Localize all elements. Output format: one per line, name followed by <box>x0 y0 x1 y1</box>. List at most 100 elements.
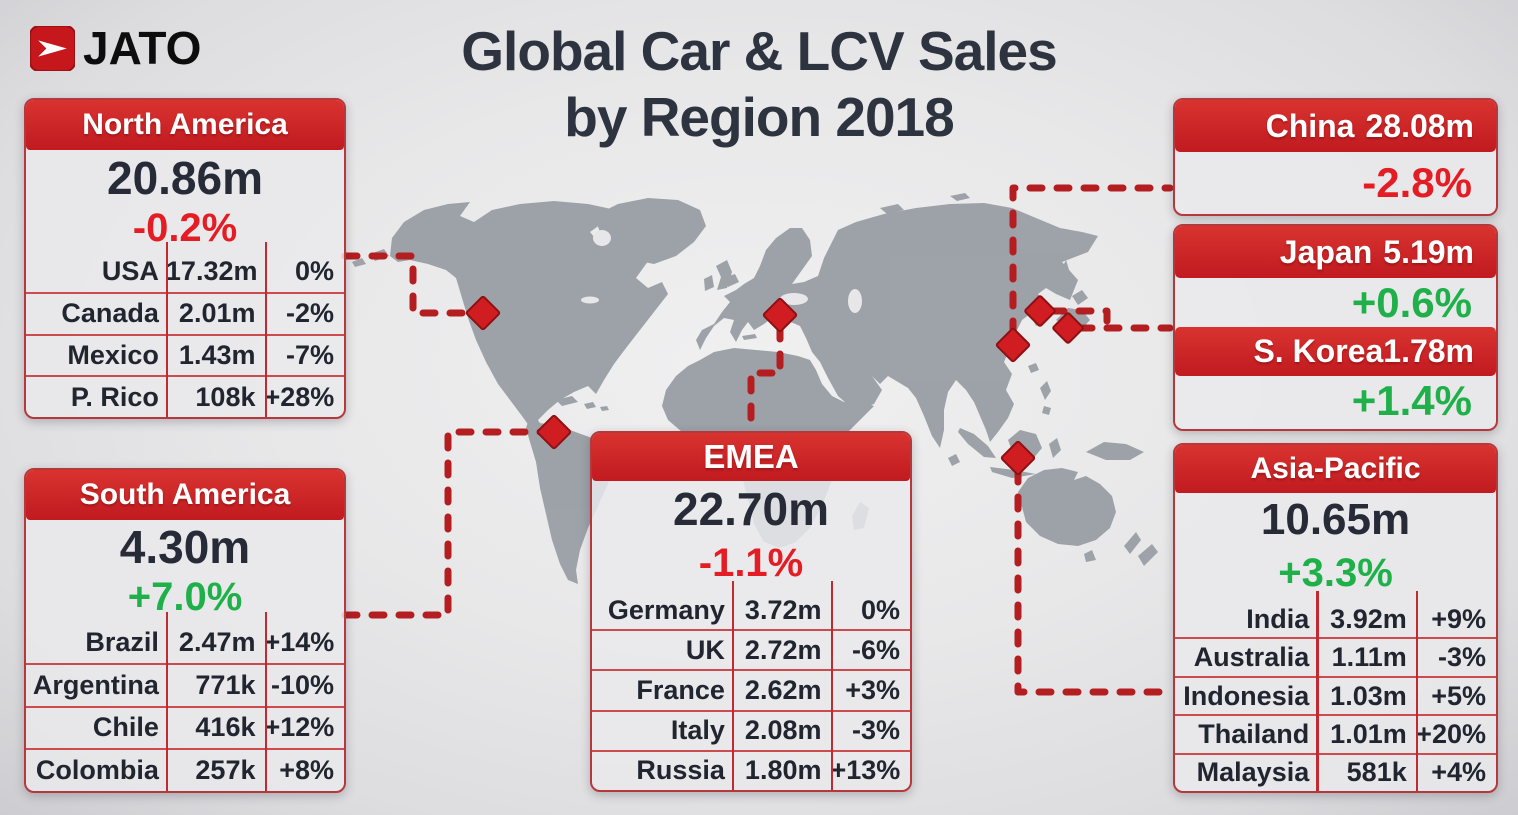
country-value: 3.72m <box>744 594 822 625</box>
region-change: +3.3% <box>1278 550 1393 595</box>
country-change: +14% <box>264 626 335 657</box>
region-name: Japan <box>1279 233 1373 270</box>
table-row: France 2.62m +3% <box>592 669 910 709</box>
country-table: USA 17.32m 0% Canada 2.01m -2% Mexico 1.… <box>26 242 344 417</box>
country-label: Mexico <box>67 339 159 370</box>
country-value: 1.43m <box>178 339 256 370</box>
table-row: India 3.92m +9% <box>1175 601 1496 637</box>
country-value: 1.01m <box>1330 718 1407 749</box>
country-change: -6% <box>851 634 900 665</box>
country-change: +28% <box>264 381 335 412</box>
panel-japan-skorea: Japan 5.19m +0.6% S. Korea 1.78m +1.4% <box>1173 224 1498 431</box>
country-label: Indonesia <box>1183 680 1310 711</box>
marker-emea-diamond <box>762 297 798 333</box>
region-total: 20.86m <box>106 152 263 204</box>
country-change: +3% <box>845 675 900 705</box>
table-row: Mexico 1.43m -7% <box>26 333 344 376</box>
column-divider <box>830 581 833 790</box>
panel-south-america: South America 4.30m +7.0% Brazil 2.47m +… <box>24 468 346 793</box>
title-line-1: Global Car & LCV Sales <box>461 20 1057 82</box>
country-value: 2.08m <box>744 715 822 746</box>
country-table: Brazil 2.47m +14% Argentina 771k -10% Ch… <box>26 612 344 791</box>
panel-header: EMEA <box>592 433 910 481</box>
country-change: -2% <box>285 298 334 329</box>
connector-south-america <box>341 428 546 619</box>
region-change-japan: +0.6% <box>1351 278 1472 326</box>
country-label: India <box>1246 603 1310 634</box>
country-label: P. Rico <box>70 381 159 412</box>
region-name: S. Korea <box>1253 333 1384 369</box>
title-line-2: by Region 2018 <box>564 86 954 148</box>
country-label: Australia <box>1193 642 1310 673</box>
connector-s-korea <box>1048 307 1111 325</box>
column-divider <box>731 581 735 790</box>
country-value: 771k <box>195 669 256 700</box>
country-change: -3% <box>1437 642 1486 673</box>
country-table: Germany 3.72m 0% UK 2.72m -6% France 2.6… <box>592 581 910 790</box>
region-total: 5.19m <box>1383 233 1474 270</box>
region-total: 4.30m <box>119 521 251 573</box>
inland-seas <box>581 230 862 313</box>
panel-header-japan: Japan 5.19m <box>1175 226 1496 278</box>
jato-logo-text: JATO <box>83 22 202 74</box>
panel-header-s-korea: S. Korea 1.78m <box>1175 327 1496 376</box>
country-change: +8% <box>279 755 334 786</box>
country-value: 1.03m <box>1330 680 1407 711</box>
jato-logo: JATO <box>30 22 202 74</box>
table-row: Brazil 2.47m +14% <box>26 622 344 663</box>
country-value: 2.47m <box>178 626 256 657</box>
country-value: 416k <box>195 712 256 743</box>
table-row: P. Rico 108k +28% <box>26 375 344 417</box>
country-value: 257k <box>195 755 256 786</box>
country-change: +5% <box>1431 680 1486 711</box>
table-row: Australia 1.11m -3% <box>1175 637 1496 675</box>
country-value: 1.11m <box>1331 642 1407 673</box>
connector-emea <box>747 323 784 433</box>
country-value: 1.80m <box>744 755 822 786</box>
table-row: Malaysia 581k +4% <box>1175 752 1496 791</box>
region-total: 22.70m <box>672 483 829 535</box>
marker-china-diamond <box>995 327 1031 363</box>
region-change: +7.0% <box>127 574 243 619</box>
country-label: UK <box>685 634 725 665</box>
panel-china: China 28.08m -2.8% <box>1173 98 1498 216</box>
country-value: 17.32m <box>165 256 258 287</box>
panel-asia-pacific: Asia-Pacific 10.65m +3.3% India 3.92m +9… <box>1173 443 1498 793</box>
column-divider <box>264 242 267 417</box>
country-value: 108k <box>195 381 256 412</box>
connector-china <box>1009 184 1174 337</box>
panel-header: Asia-Pacific <box>1175 445 1496 493</box>
table-row: Colombia 257k +8% <box>26 748 344 791</box>
connector-north-america <box>341 252 475 317</box>
column-divider <box>1316 591 1319 791</box>
country-change: -3% <box>851 715 900 746</box>
country-label: Malaysia <box>1196 757 1310 788</box>
panel-header: China 28.08m <box>1175 100 1496 152</box>
region-name: China <box>1265 107 1355 144</box>
region-change: -2.8% <box>1362 159 1472 206</box>
country-label: Canada <box>61 298 159 329</box>
country-label: France <box>636 675 725 705</box>
panel-header: North America <box>26 100 344 150</box>
table-row: Chile 416k +12% <box>26 705 344 749</box>
marker-asia-pacific-diamond <box>1000 440 1036 476</box>
country-change: 0% <box>860 594 900 625</box>
country-change: 0% <box>294 256 334 287</box>
country-label: USA <box>101 256 159 287</box>
country-change: -7% <box>285 339 334 370</box>
country-change: +4% <box>1431 757 1486 788</box>
column-divider <box>165 612 169 791</box>
country-value: 2.62m <box>744 675 822 705</box>
table-row: Canada 2.01m -2% <box>26 291 344 334</box>
country-label: Colombia <box>35 755 159 786</box>
marker-s-korea-diamond <box>1024 295 1056 327</box>
country-label: Germany <box>607 594 725 625</box>
panel-emea: EMEA 22.70m -1.1% Germany 3.72m 0% UK 2.… <box>590 431 912 792</box>
country-label: Chile <box>92 712 159 743</box>
marker-south-america-diamond <box>536 414 572 450</box>
table-row: Thailand 1.01m +20% <box>1175 714 1496 752</box>
region-change: -1.1% <box>698 540 804 585</box>
connector-asia-pacific <box>1014 466 1174 696</box>
country-table: India 3.92m +9% Australia 1.11m -3% Indo… <box>1175 591 1496 791</box>
region-change: -0.2% <box>132 205 238 250</box>
